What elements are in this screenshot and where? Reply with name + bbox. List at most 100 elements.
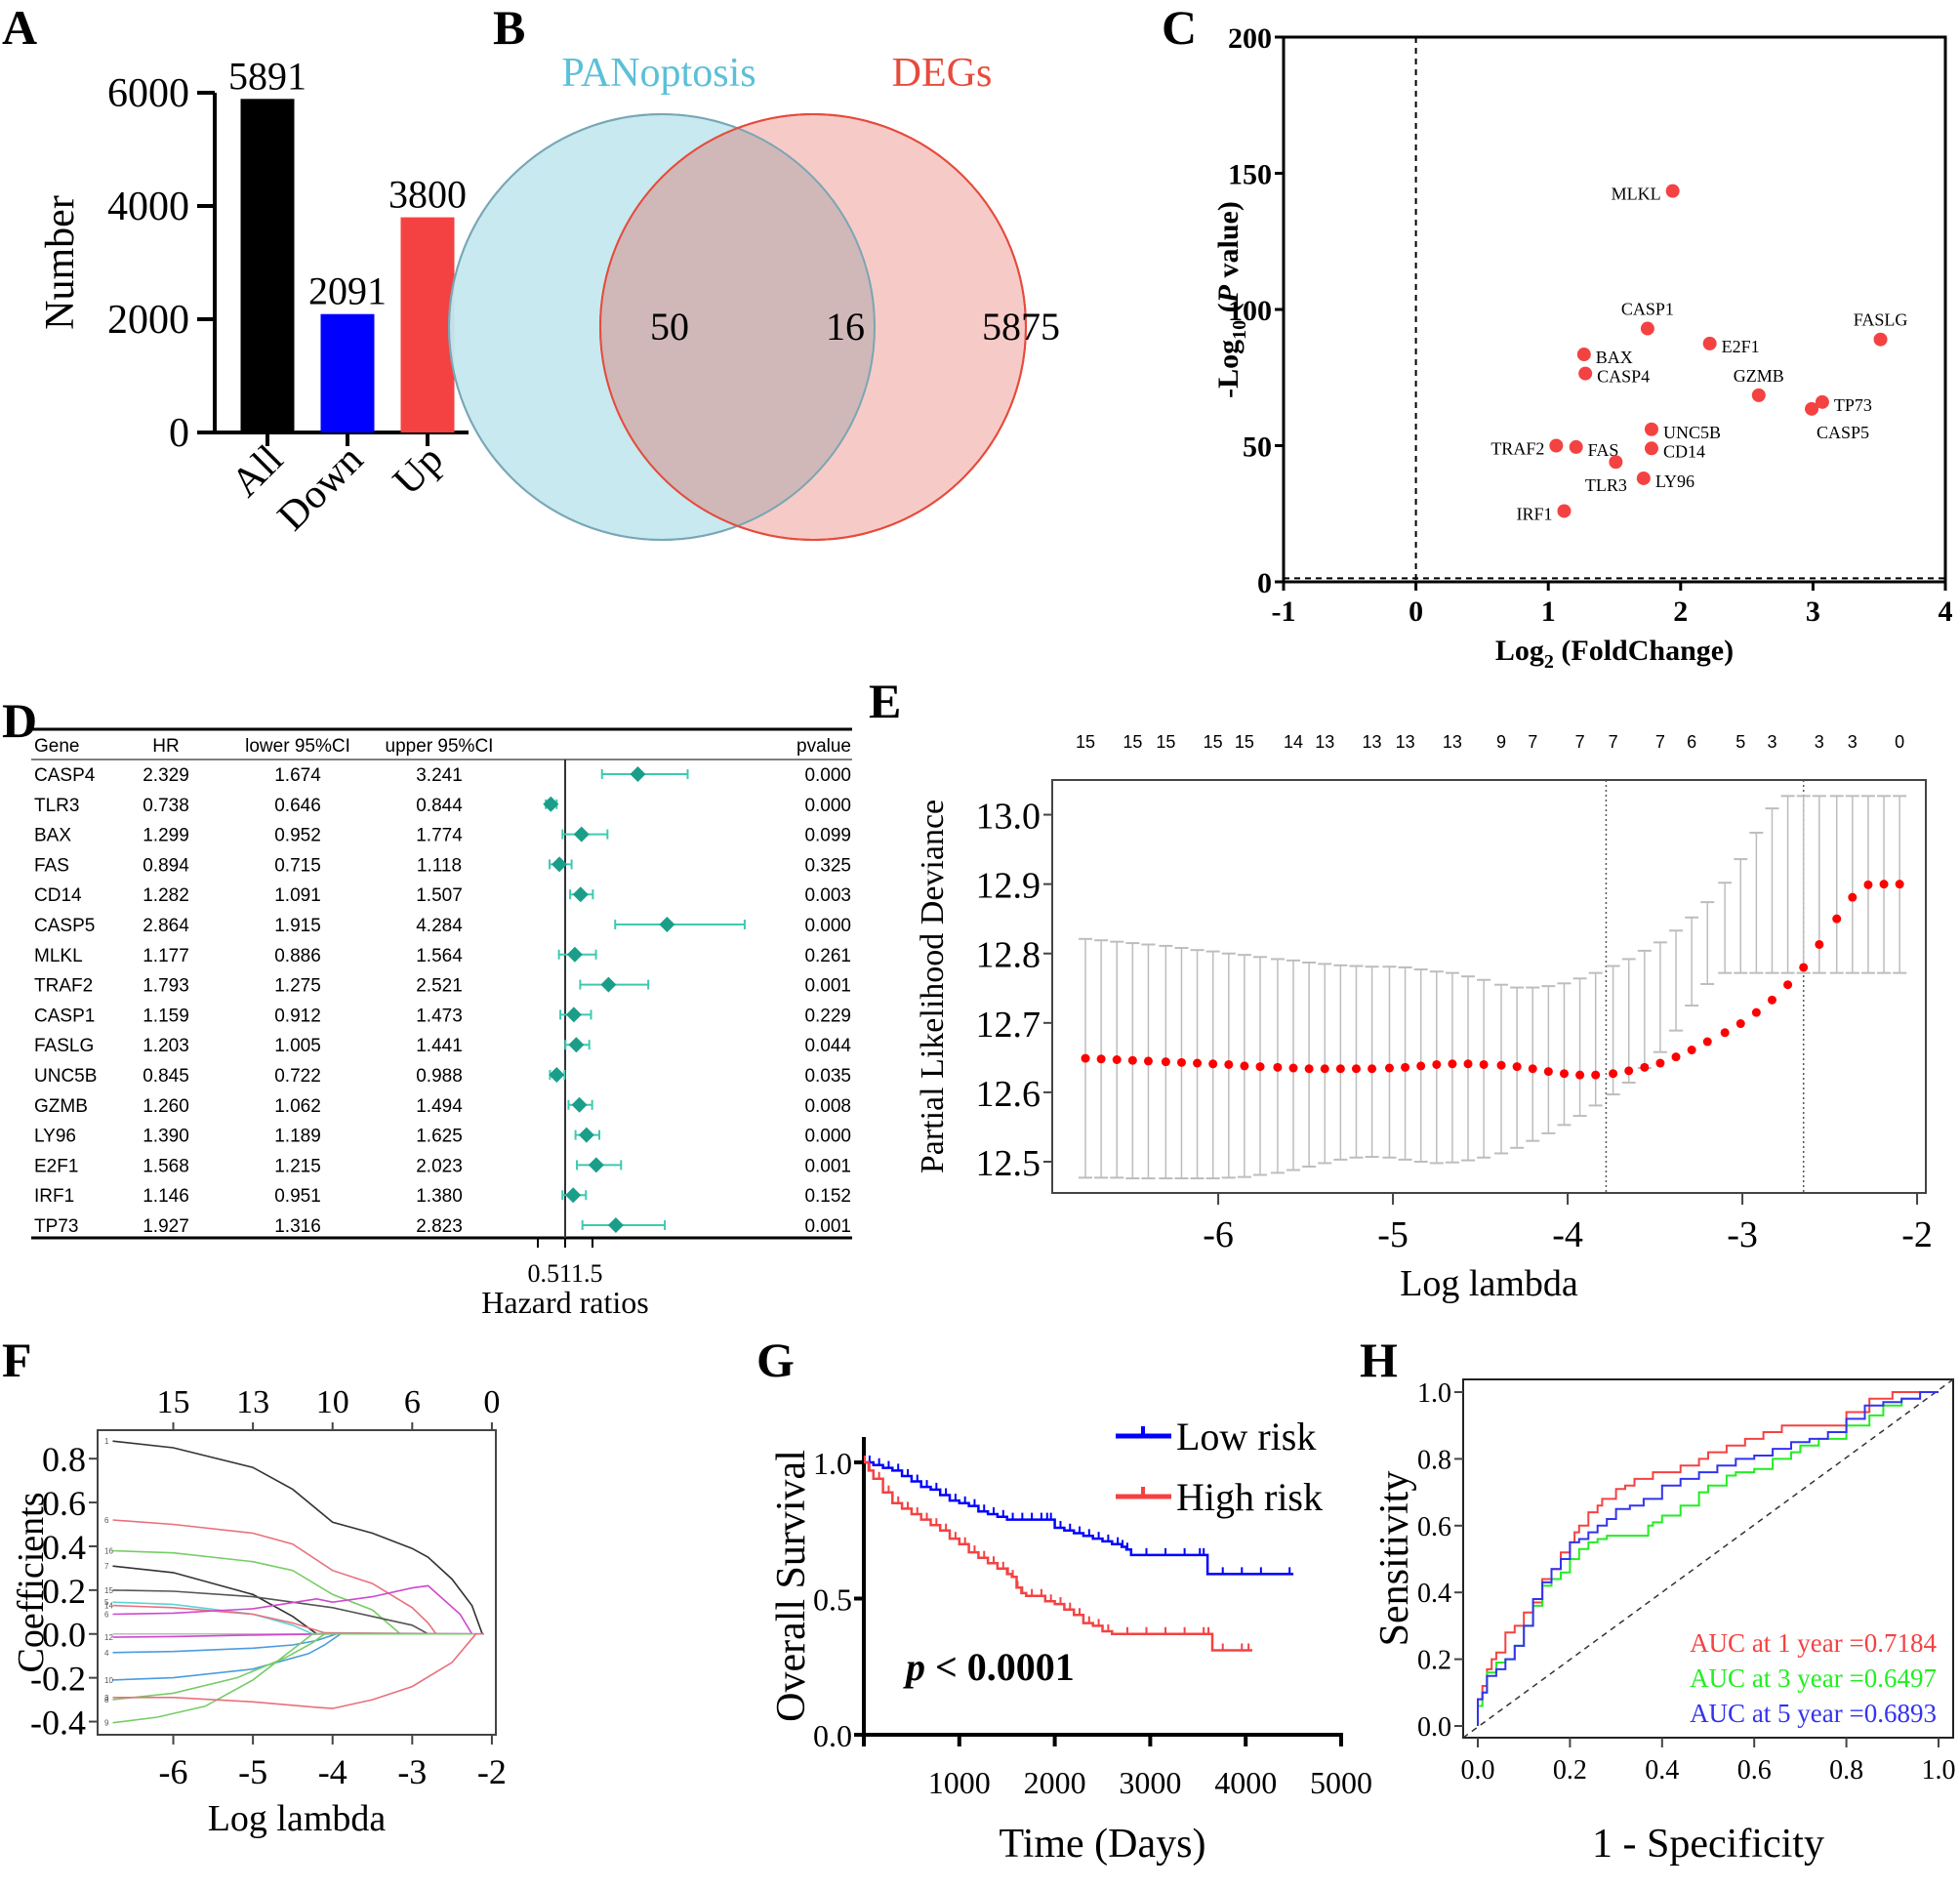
cv-mean-point xyxy=(1767,995,1776,1005)
y-tick-label: 12.6 xyxy=(976,1074,1041,1115)
table-cell: 1.568 xyxy=(143,1156,189,1176)
y-tick-label: -0.2 xyxy=(30,1660,86,1699)
table-cell: 1.091 xyxy=(274,885,321,906)
cv-mean-point xyxy=(1161,1057,1170,1067)
venn-count-intersection: 16 xyxy=(826,305,865,349)
cv-mean-point xyxy=(1575,1070,1585,1080)
hr-marker xyxy=(573,826,590,842)
table-cell: 0.325 xyxy=(804,855,851,876)
volcano-point-label: CASP4 xyxy=(1597,367,1650,387)
table-cell: 1.118 xyxy=(417,855,462,876)
table-cell: 0.722 xyxy=(274,1066,321,1087)
table-cell: 1.927 xyxy=(143,1216,189,1237)
y-tick-label: 6000 xyxy=(107,71,189,116)
top-axis-label: 9 xyxy=(1496,732,1506,752)
cv-mean-point xyxy=(1240,1061,1249,1071)
volcano-point-unc5b xyxy=(1644,422,1658,436)
volcano-point-tlr3 xyxy=(1609,455,1623,470)
x-tick-label: 0.4 xyxy=(1645,1755,1679,1786)
coef-path-label: 16 xyxy=(104,1546,113,1555)
table-cell: 1.215 xyxy=(274,1156,321,1176)
coef-path-label: 9 xyxy=(104,1719,109,1728)
volcano-point-label: UNC5B xyxy=(1663,423,1721,442)
top-axis-label: 13 xyxy=(1315,732,1334,752)
table-cell: 0.001 xyxy=(804,976,851,997)
y-tick-label: 0.6 xyxy=(1417,1512,1451,1542)
table-cell: 1.159 xyxy=(143,1006,189,1026)
coef-path-label: 6 xyxy=(104,1611,109,1620)
volcano-point-tp73 xyxy=(1815,394,1829,409)
y-tick-label: 12.9 xyxy=(976,866,1041,907)
coef-path-9 xyxy=(112,1632,483,1724)
table-cell: 2.521 xyxy=(416,976,463,997)
y-tick-label: 0.0 xyxy=(813,1718,852,1753)
y-tick-label: 1.0 xyxy=(813,1446,852,1481)
table-cell: 0.894 xyxy=(143,855,189,876)
hr-marker xyxy=(630,766,646,782)
cv-mean-point xyxy=(1591,1070,1601,1080)
volcano-point-mlkl xyxy=(1665,184,1680,198)
cv-mean-point xyxy=(1081,1053,1090,1063)
table-cell: 0.845 xyxy=(143,1066,189,1087)
x-tick-label: -1 xyxy=(1272,595,1296,628)
volcano-point-ly96 xyxy=(1636,471,1651,485)
x-axis-label: Log lambda xyxy=(1400,1263,1578,1304)
legend-auc-3-year: AUC at 3 year =0.6497 xyxy=(1690,1663,1937,1693)
x-axis-label: 1 - Specificity xyxy=(1592,1822,1824,1867)
cv-mean-point xyxy=(1799,963,1809,972)
x-axis-label: Log2 (FoldChange) xyxy=(1495,635,1734,673)
venn-outline-degs xyxy=(599,113,1027,541)
hr-marker xyxy=(659,917,675,932)
coef-path-label: 5 xyxy=(104,1598,109,1607)
x-axis-label: Log lambda xyxy=(208,1798,387,1839)
volcano-point-label: MLKL xyxy=(1612,185,1661,204)
panel-d-forest-plot: Gene HR lower 95%CI upper 95%CI pvalue CASP4 2… xyxy=(31,727,852,1320)
volcano-point-casp4 xyxy=(1578,366,1593,381)
table-cell: 1.507 xyxy=(416,885,463,906)
y-axis-label: Number xyxy=(38,195,83,330)
cv-mean-point xyxy=(1208,1059,1218,1069)
coef-path-label: 10 xyxy=(104,1676,113,1685)
cv-mean-point xyxy=(1720,1028,1730,1038)
y-axis-label: -Log10 (P value) xyxy=(1212,201,1250,398)
table-cell: 0.912 xyxy=(274,1006,321,1026)
volcano-point-gzmb xyxy=(1751,388,1766,402)
y-tick-label: 13.0 xyxy=(976,797,1041,838)
table-cell: TLR3 xyxy=(34,796,79,816)
top-axis-label: 7 xyxy=(1655,732,1665,752)
hr-marker xyxy=(551,856,568,873)
y-axis-label: Overall Survival xyxy=(769,1450,814,1722)
table-cell: 1.564 xyxy=(416,946,463,966)
top-axis-label: 7 xyxy=(1609,732,1618,752)
coef-path-label: 8 xyxy=(104,1696,109,1704)
top-axis-label: 6 xyxy=(404,1384,421,1420)
cv-mean-point xyxy=(1559,1069,1569,1079)
x-tick-label: Down xyxy=(269,437,372,540)
volcano-point-casp5 xyxy=(1805,401,1819,416)
cv-mean-point xyxy=(1127,1055,1137,1065)
volcano-point-label: TRAF2 xyxy=(1490,439,1544,459)
table-cell: 0.001 xyxy=(804,1156,851,1176)
legend-auc-5-year: AUC at 5 year =0.6893 xyxy=(1690,1699,1937,1728)
legend-auc-1-year: AUC at 1 year =0.7184 xyxy=(1690,1628,1937,1658)
y-tick-label: 1.0 xyxy=(1417,1378,1451,1409)
x-tick-label: 0.0 xyxy=(1461,1755,1495,1786)
x-tick-label: 0.6 xyxy=(1737,1755,1772,1786)
table-cell: TRAF2 xyxy=(34,976,93,997)
x-tick-label: 4 xyxy=(1939,595,1953,628)
volcano-point-irf1 xyxy=(1557,504,1572,518)
y-tick-label: 2000 xyxy=(107,298,189,343)
hr-marker xyxy=(565,1187,582,1204)
x-tick-label: -2 xyxy=(1901,1214,1933,1255)
diagonal-reference-line xyxy=(1462,1378,1954,1739)
cv-mean-point xyxy=(1193,1058,1203,1068)
cv-mean-point xyxy=(1655,1058,1665,1068)
coef-path-label: 4 xyxy=(104,1649,109,1658)
cv-mean-point xyxy=(1624,1066,1634,1076)
bar-data-label: 5891 xyxy=(228,54,306,98)
table-cell: LY96 xyxy=(34,1127,76,1147)
volcano-point-label: LY96 xyxy=(1655,472,1695,491)
y-tick-label: 0.2 xyxy=(42,1572,86,1611)
top-axis-label: 3 xyxy=(1848,732,1858,752)
